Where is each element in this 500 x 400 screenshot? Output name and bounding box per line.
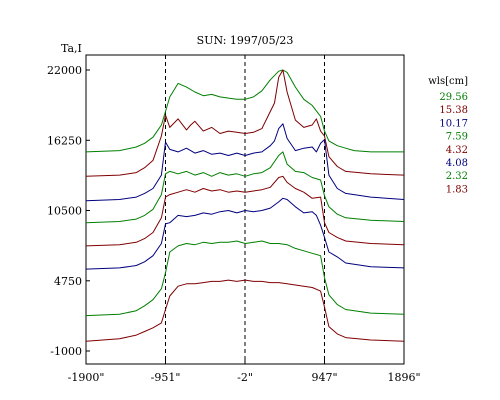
legend-item: 15.38	[439, 105, 468, 116]
x-tick-label: 947"	[311, 371, 337, 384]
y-tick-label: 10500	[47, 205, 82, 218]
series-line-15.38	[85, 69, 405, 177]
vertical-markers	[165, 55, 325, 364]
series-line-4.32	[85, 175, 405, 247]
series-group	[85, 69, 405, 342]
y-tick-label: 16250	[47, 134, 82, 147]
legend-title: wls[cm]	[428, 76, 468, 87]
y-axis-ticks: -1000 4750 10500 16250 22000	[47, 64, 90, 358]
legend-item: 2.32	[446, 171, 468, 182]
legend-item: 10.17	[439, 118, 468, 129]
x-tick-label: -951"	[151, 371, 181, 384]
y-tick-label: 22000	[47, 64, 82, 77]
series-line-29.56	[85, 69, 404, 153]
x-tick-label: 1896"	[387, 371, 420, 384]
series-line-10.17	[85, 123, 405, 202]
legend-item: 1.83	[446, 184, 468, 195]
y-axis-label: Ta,I	[61, 42, 82, 55]
legend-item: 29.56	[439, 92, 468, 103]
chart-title: SUN: 1997/05/23	[197, 34, 294, 47]
series-line-4.08	[85, 197, 405, 270]
series-line-7.59	[85, 151, 405, 224]
x-tick-label: -2"	[237, 371, 253, 384]
series-line-2.32	[85, 240, 405, 317]
x-axis-ticks: -1900" -951" -2" 947" 1896"	[68, 360, 421, 384]
y-tick-label: -1000	[50, 345, 82, 358]
x-tick-label: -1900"	[68, 371, 105, 384]
y-tick-label: 4750	[54, 275, 82, 288]
legend: wls[cm] 29.56 15.38 10.17 7.59 4.32 4.08 2.32 1…	[428, 76, 468, 195]
legend-item: 7.59	[446, 132, 468, 143]
legend-item: 4.08	[446, 158, 468, 169]
legend-item: 4.32	[446, 145, 468, 156]
series-line-1.83	[85, 279, 405, 342]
